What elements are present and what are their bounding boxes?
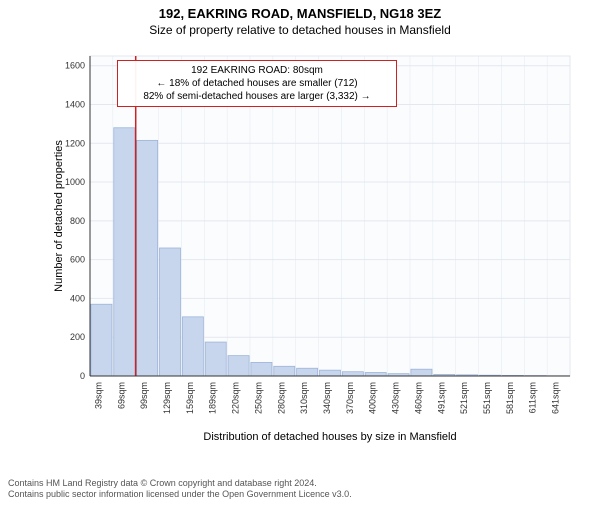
x-axis-label: Distribution of detached houses by size …	[203, 431, 456, 443]
bar	[365, 373, 386, 376]
svg-text:200: 200	[70, 332, 85, 342]
svg-text:400sqm: 400sqm	[368, 382, 378, 414]
bar	[159, 248, 180, 376]
bar	[342, 372, 363, 376]
svg-text:280sqm: 280sqm	[276, 382, 286, 414]
bar	[319, 370, 340, 376]
svg-text:400: 400	[70, 293, 85, 303]
svg-text:1000: 1000	[65, 177, 85, 187]
footer: Contains HM Land Registry data © Crown c…	[8, 478, 352, 501]
svg-text:460sqm: 460sqm	[413, 382, 423, 414]
svg-text:641sqm: 641sqm	[551, 382, 561, 414]
svg-text:129sqm: 129sqm	[162, 382, 172, 414]
svg-text:1400: 1400	[65, 99, 85, 109]
svg-text:250sqm: 250sqm	[253, 382, 263, 414]
svg-text:430sqm: 430sqm	[391, 382, 401, 414]
svg-text:310sqm: 310sqm	[299, 382, 309, 414]
svg-text:340sqm: 340sqm	[322, 382, 332, 414]
annotation-line-2: ← 18% of detached houses are smaller (71…	[124, 77, 389, 90]
bar	[251, 362, 272, 376]
page-title: 192, EAKRING ROAD, MANSFIELD, NG18 3EZ	[0, 6, 600, 21]
annotation-line-1: 192 EAKRING ROAD: 80sqm	[124, 64, 389, 77]
svg-text:1200: 1200	[65, 138, 85, 148]
bar	[205, 342, 226, 376]
svg-text:220sqm: 220sqm	[231, 382, 241, 414]
bar	[114, 128, 135, 376]
svg-text:370sqm: 370sqm	[345, 382, 355, 414]
svg-text:0: 0	[80, 371, 85, 381]
annotation-box: 192 EAKRING ROAD: 80sqm ← 18% of detache…	[117, 60, 396, 107]
svg-text:1600: 1600	[65, 61, 85, 71]
svg-text:189sqm: 189sqm	[208, 382, 218, 414]
bar	[228, 356, 249, 376]
bar	[297, 368, 318, 376]
footer-line-1: Contains HM Land Registry data © Crown c…	[8, 478, 352, 489]
svg-text:581sqm: 581sqm	[505, 382, 515, 414]
svg-text:99sqm: 99sqm	[139, 382, 149, 409]
svg-text:491sqm: 491sqm	[436, 382, 446, 414]
svg-text:521sqm: 521sqm	[459, 382, 469, 414]
svg-text:600: 600	[70, 255, 85, 265]
bar	[91, 304, 112, 376]
bar	[137, 140, 158, 376]
y-axis-label: Number of detached properties	[53, 140, 65, 292]
svg-text:159sqm: 159sqm	[185, 382, 195, 414]
page-subtitle: Size of property relative to detached ho…	[0, 23, 600, 37]
annotation-line-3: 82% of semi-detached houses are larger (…	[124, 90, 389, 103]
footer-line-2: Contains public sector information licen…	[8, 489, 352, 500]
svg-text:69sqm: 69sqm	[116, 382, 126, 409]
bar	[274, 366, 295, 376]
svg-text:800: 800	[70, 216, 85, 226]
svg-text:39sqm: 39sqm	[93, 382, 103, 409]
svg-text:551sqm: 551sqm	[482, 382, 492, 414]
svg-text:611sqm: 611sqm	[528, 382, 538, 413]
bar	[411, 369, 432, 376]
bar	[182, 317, 203, 376]
